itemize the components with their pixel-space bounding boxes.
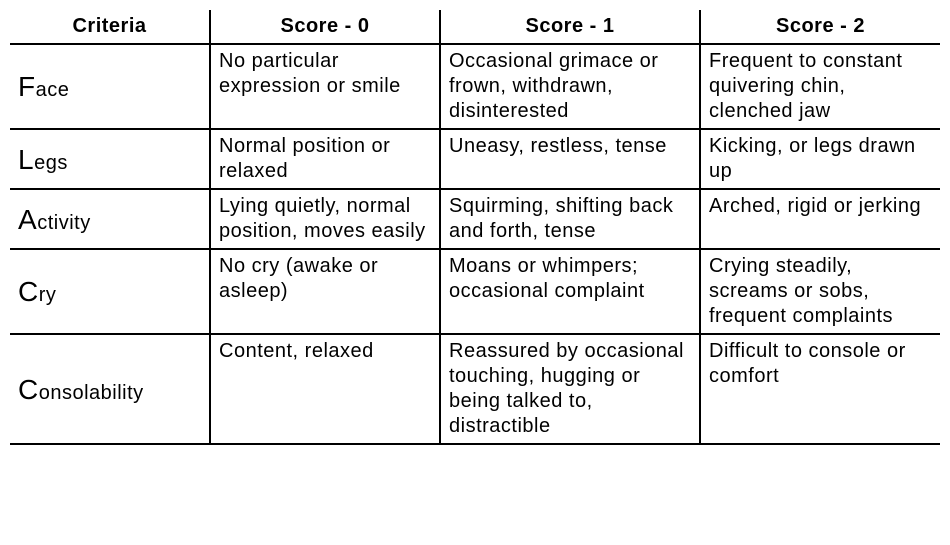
cell-legs-score2: Kicking, or legs drawn up bbox=[700, 129, 940, 189]
table-row: Cry No cry (awake or asleep) Moans or wh… bbox=[10, 249, 940, 334]
table-row: Face No particular expression or smile O… bbox=[10, 44, 940, 129]
flacc-scale-table: Criteria Score - 0 Score - 1 Score - 2 F… bbox=[10, 10, 940, 445]
table-row: Consolability Content, relaxed Reassured… bbox=[10, 334, 940, 444]
criteria-cry: Cry bbox=[10, 249, 210, 334]
cell-cry-score0: No cry (awake or asleep) bbox=[210, 249, 440, 334]
criteria-legs: Legs bbox=[10, 129, 210, 189]
cell-consolability-score1: Reassured by occasional touching, huggin… bbox=[440, 334, 700, 444]
criteria-activity: Activity bbox=[10, 189, 210, 249]
criteria-rest: ctivity bbox=[37, 212, 91, 234]
col-header-score0: Score - 0 bbox=[210, 10, 440, 44]
criteria-first-letter: C bbox=[18, 276, 39, 307]
cell-legs-score1: Uneasy, restless, tense bbox=[440, 129, 700, 189]
criteria-first-letter: C bbox=[18, 374, 39, 405]
criteria-face: Face bbox=[10, 44, 210, 129]
table-row: Activity Lying quietly, normal position,… bbox=[10, 189, 940, 249]
cell-activity-score1: Squirming, shifting back and forth, tens… bbox=[440, 189, 700, 249]
table-header-row: Criteria Score - 0 Score - 1 Score - 2 bbox=[10, 10, 940, 44]
cell-consolability-score2: Difficult to console or comfort bbox=[700, 334, 940, 444]
col-header-score2: Score - 2 bbox=[700, 10, 940, 44]
criteria-rest: ace bbox=[36, 79, 70, 101]
cell-cry-score2: Crying steadily, screams or sobs, freque… bbox=[700, 249, 940, 334]
cell-legs-score0: Normal position or relaxed bbox=[210, 129, 440, 189]
cell-face-score1: Occasional grimace or frown, withdrawn, … bbox=[440, 44, 700, 129]
col-header-score1: Score - 1 bbox=[440, 10, 700, 44]
cell-cry-score1: Moans or whimpers; occasional complaint bbox=[440, 249, 700, 334]
criteria-rest: ry bbox=[39, 284, 57, 306]
col-header-criteria: Criteria bbox=[10, 10, 210, 44]
criteria-first-letter: F bbox=[18, 71, 36, 102]
cell-activity-score0: Lying quietly, normal position, moves ea… bbox=[210, 189, 440, 249]
cell-activity-score2: Arched, rigid or jerking bbox=[700, 189, 940, 249]
criteria-consolability: Consolability bbox=[10, 334, 210, 444]
criteria-rest: onsolability bbox=[39, 382, 144, 404]
cell-face-score2: Frequent to constant quivering chin, cle… bbox=[700, 44, 940, 129]
criteria-first-letter: L bbox=[18, 144, 34, 175]
table-row: Legs Normal position or relaxed Uneasy, … bbox=[10, 129, 940, 189]
cell-consolability-score0: Content, relaxed bbox=[210, 334, 440, 444]
cell-face-score0: No particular expression or smile bbox=[210, 44, 440, 129]
criteria-first-letter: A bbox=[18, 204, 37, 235]
criteria-rest: egs bbox=[34, 152, 68, 174]
